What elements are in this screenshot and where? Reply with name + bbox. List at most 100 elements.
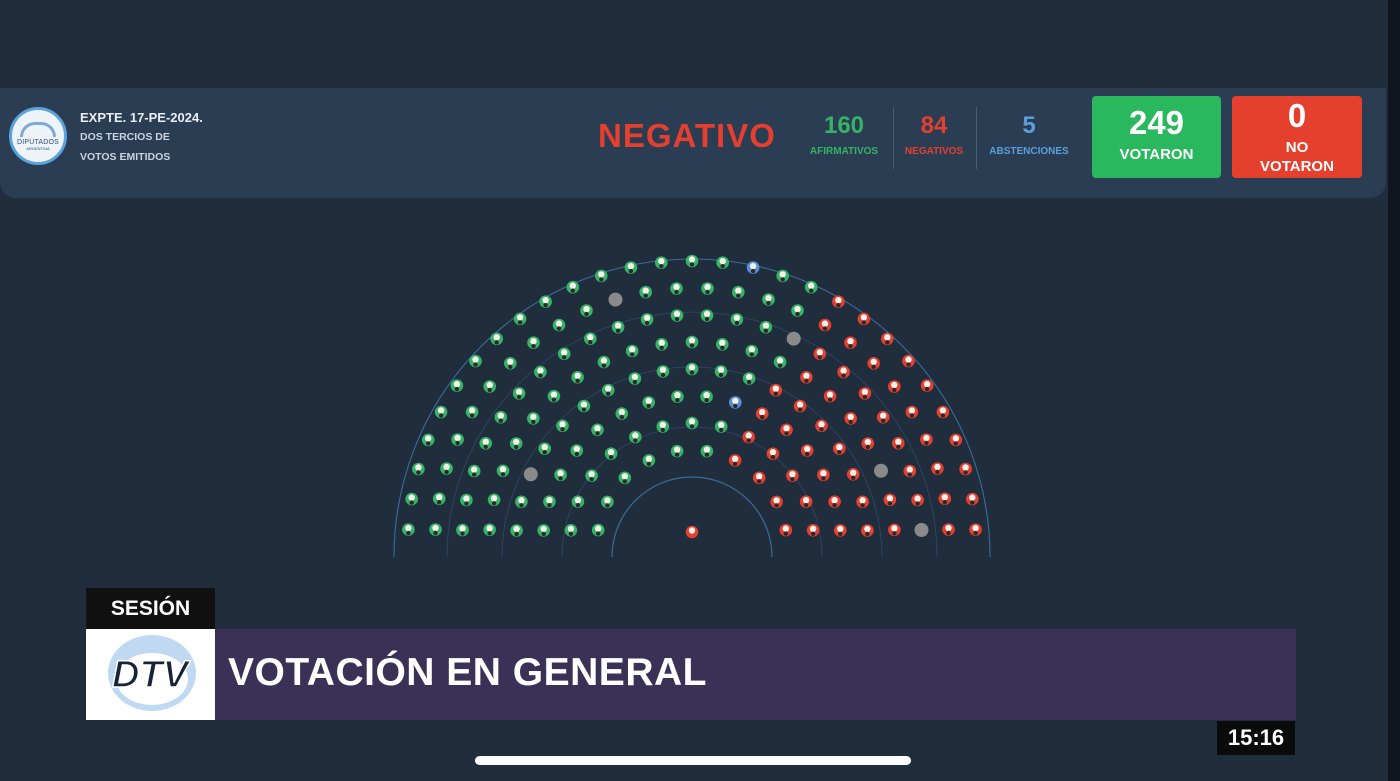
afirmativos-label: AFIRMATIVOS <box>809 146 879 157</box>
seat-afirmativo <box>671 390 684 403</box>
expediente-number: EXPTE. 17-PE-2024. <box>80 110 203 125</box>
seat-afirmativo <box>412 462 425 476</box>
seat-afirmativo <box>494 410 508 424</box>
seat-abstencion <box>746 261 760 274</box>
afirmativos-count: 160 AFIRMATIVOS <box>799 112 889 157</box>
seat-afirmativo <box>479 437 492 450</box>
seat-afirmativo <box>591 423 604 437</box>
seat-afirmativo <box>601 383 615 397</box>
seat-afirmativo <box>595 269 608 283</box>
seat-negativo <box>883 493 897 507</box>
seat-negativo <box>920 433 933 446</box>
seat-afirmativo <box>421 433 435 447</box>
negativos-value: 84 <box>920 112 948 139</box>
seat-negativo <box>832 295 845 308</box>
seat-afirmativo <box>618 471 632 485</box>
seat-afirmativo <box>639 285 652 299</box>
seat-afirmativo <box>557 347 571 361</box>
seat-presidente <box>685 525 699 539</box>
seat-negativo <box>813 347 827 361</box>
seat-afirmativo <box>564 524 578 537</box>
seat-afirmativo <box>640 313 654 326</box>
seat-negativo <box>806 524 820 537</box>
seat-ausente <box>523 467 538 482</box>
seat-afirmativo <box>527 336 540 349</box>
seat-afirmativo <box>685 335 699 349</box>
seat-afirmativo <box>791 304 804 317</box>
seat-afirmativo <box>716 256 729 269</box>
seat-afirmativo <box>429 523 442 536</box>
seat-afirmativo <box>670 309 684 322</box>
seat-negativo <box>892 437 905 450</box>
seat-afirmativo <box>487 493 501 507</box>
negativos-count: 84 NEGATIVOS <box>889 112 979 157</box>
seat-afirmativo <box>655 338 668 351</box>
seat-afirmativo <box>554 468 567 482</box>
seat-afirmativo <box>432 492 446 506</box>
seat-negativo <box>793 399 807 413</box>
seat-afirmativo <box>759 320 773 334</box>
seat-afirmativo <box>624 261 638 274</box>
seat-negativo <box>828 495 841 509</box>
seat-afirmativo <box>732 285 745 299</box>
seat-afirmativo <box>611 320 625 334</box>
seat-afirmativo <box>566 280 580 294</box>
seat-afirmativo <box>625 344 639 358</box>
seat-afirmativo <box>742 372 756 385</box>
seat-afirmativo <box>538 442 551 455</box>
seat-negativo <box>858 387 872 400</box>
seat-afirmativo <box>402 523 415 536</box>
abstenciones-value: 5 <box>1022 112 1036 139</box>
congress-dome-icon <box>20 121 56 137</box>
seat-negativo <box>769 383 783 397</box>
chamber-hemicycle <box>393 254 991 558</box>
seat-negativo <box>920 379 934 392</box>
seat-afirmativo <box>714 420 728 433</box>
seat-negativo <box>728 454 742 467</box>
seat-negativo <box>815 419 828 433</box>
seat-afirmativo <box>804 280 818 294</box>
seat-afirmativo <box>510 524 523 537</box>
negativos-label: NEGATIVOS <box>904 146 964 157</box>
seat-afirmativo <box>534 365 547 379</box>
seat-negativo <box>742 430 755 444</box>
seat-afirmativo <box>730 313 744 326</box>
chamber-arc <box>393 258 991 558</box>
seat-afirmativo <box>483 523 496 537</box>
seat-ausente <box>608 292 623 307</box>
home-indicator <box>475 756 911 765</box>
seat-afirmativo <box>745 344 759 358</box>
seat-negativo <box>876 410 890 424</box>
seat-negativo <box>818 318 832 332</box>
seat-afirmativo <box>656 420 670 433</box>
seat-afirmativo <box>700 444 714 458</box>
seat-negativo <box>861 437 875 450</box>
chamber-arc <box>611 476 773 558</box>
seat-afirmativo <box>513 312 527 326</box>
seat-negativo <box>905 405 919 419</box>
seat-ausente <box>914 523 929 537</box>
seat-afirmativo <box>773 355 787 369</box>
seat-afirmativo <box>527 412 540 425</box>
seat-afirmativo <box>656 365 670 378</box>
seat-negativo <box>888 523 901 537</box>
seat-afirmativo <box>451 433 464 446</box>
seat-afirmativo <box>591 523 605 537</box>
seat-afirmativo <box>670 282 683 295</box>
seat-afirmativo <box>655 256 668 269</box>
seat-negativo <box>779 523 793 537</box>
seat-afirmativo <box>556 419 569 433</box>
seat-afirmativo <box>776 269 789 283</box>
seat-afirmativo <box>465 405 479 419</box>
seat-negativo <box>755 407 769 420</box>
seat-afirmativo <box>628 372 642 385</box>
seat-afirmativo <box>543 495 556 509</box>
no-votaron-box: 0 NO VOTARON <box>1232 96 1362 178</box>
chamber-arc <box>446 311 938 558</box>
divider <box>976 107 977 169</box>
seat-afirmativo <box>584 332 597 345</box>
seat-negativo <box>846 468 860 481</box>
seat-negativo <box>931 462 944 475</box>
seat-afirmativo <box>585 469 598 483</box>
divider <box>893 107 894 169</box>
